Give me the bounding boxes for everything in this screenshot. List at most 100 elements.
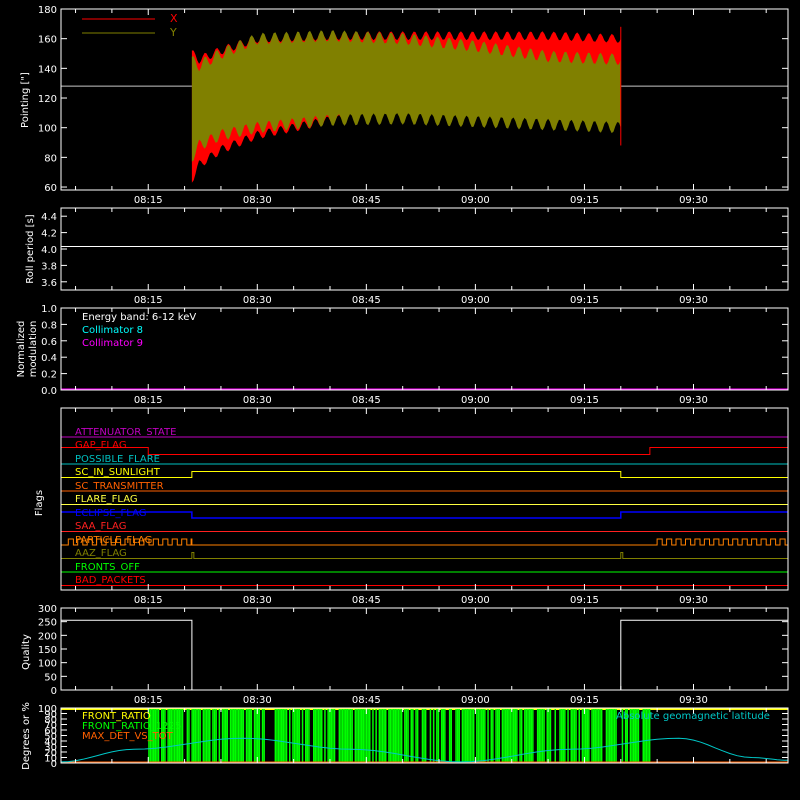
front-ratio-1225-bar (583, 709, 585, 763)
front-ratio-1225-bar (463, 709, 465, 763)
front-ratio-1225-bar (564, 709, 566, 763)
front-ratio-1225-bar (600, 709, 603, 763)
flag-trace (61, 447, 788, 455)
flag-trace (61, 552, 788, 559)
front-ratio-1225-bar (412, 709, 414, 763)
front-ratio-1225-bar (466, 709, 468, 763)
front-ratio-1225-bar (424, 709, 427, 763)
front-ratio-1225-bar (487, 709, 489, 763)
front-ratio-1225-bar (520, 709, 523, 763)
front-ratio-1225-bar (226, 709, 229, 763)
front-ratio-1225-bar (263, 709, 265, 763)
front-ratio-1225-bar (292, 709, 294, 763)
flag-label: POSSIBLE_FLARE (75, 454, 160, 465)
legend-geomag-lat: Absolute geomagnetic latitude (616, 711, 770, 722)
degrees-legend: FRONT_RATIO FRONT_RATIO_1225 MAX_DET_VS_… (82, 711, 770, 742)
geomagnetic-latitude-line (61, 737, 788, 763)
front-ratio-1225-bar (490, 709, 492, 763)
flag-trace (61, 538, 788, 546)
flag-label: ATTENUATOR_STATE (75, 427, 176, 438)
y-tick-label: 0.0 (41, 386, 57, 397)
front-ratio-1225-bar (536, 709, 539, 763)
front-ratio-1225-bar (397, 709, 400, 763)
roll-ylabel: Roll period [s] (25, 214, 36, 283)
front-ratio-1225-bar (365, 709, 368, 763)
time-tick-label: 09:30 (679, 695, 708, 706)
front-ratio-1225-bar (530, 709, 532, 763)
front-ratio-1225-bar (581, 709, 584, 763)
flag-label: PARTICLE_FLAG (75, 535, 152, 546)
front-ratio-1225-bar (399, 709, 401, 763)
y-tick-label: 0.6 (41, 337, 57, 348)
front-ratio-1225-bar (380, 709, 382, 763)
front-ratio-1225-bar (161, 709, 163, 763)
front-ratio-1225-bar (642, 709, 644, 763)
y-tick-label: 30 (44, 743, 57, 754)
flags-plot-area (61, 436, 788, 586)
front-ratio-1225-bar (471, 709, 473, 763)
axis-frame (60, 407, 789, 591)
degrees-ylabel: Degrees or % (21, 702, 32, 770)
front-ratio-1225-bar (501, 709, 504, 763)
front-ratio-1225-bar (479, 709, 481, 763)
front-ratio-1225-bar (559, 709, 561, 763)
degrees-plot-area (61, 708, 788, 763)
pointing-ylabel: Pointing ["] (20, 72, 31, 128)
front-ratio-1225-bar (540, 709, 542, 763)
front-ratio-1225-bar (421, 709, 424, 763)
front-ratio-1225-bar (333, 709, 336, 763)
front-ratio-1225-bar (575, 709, 577, 763)
front-ratio-1225-bar (455, 709, 457, 763)
front-ratio-1225-bar (549, 709, 552, 763)
front-ratio-1225-bar (236, 709, 238, 763)
legend-x-label: X (170, 12, 178, 25)
front-ratio-1225-bar (253, 709, 256, 763)
front-ratio-1225-bar (592, 709, 595, 763)
front-ratio-1225-bar (456, 709, 459, 763)
front-ratio-1225-bar (362, 709, 365, 763)
front-ratio-1225-bar (215, 709, 217, 763)
y-tick-label: 3.6 (41, 278, 57, 289)
y-tick-label: 250 (38, 618, 57, 629)
front-ratio-1225-bar (476, 709, 478, 763)
front-ratio-1225-bar (332, 709, 334, 763)
front-ratio-1225-bar (306, 709, 309, 763)
front-ratio-1225-bar (631, 709, 633, 763)
front-ratio-1225-bar (167, 709, 169, 763)
front-ratio-1225-bar (546, 709, 548, 763)
front-ratio-1225-bar (186, 709, 189, 763)
flag-label: BAD_PACKETS (75, 575, 146, 586)
time-tick-label: 08:45 (352, 295, 381, 306)
front-ratio-1225-bar (442, 709, 444, 763)
front-ratio-1225-bar (394, 709, 396, 763)
flag-trace (61, 471, 788, 478)
front-ratio-1225-bar (636, 709, 638, 763)
time-tick-label: 08:15 (134, 295, 163, 306)
front-ratio-1225-bar (261, 709, 264, 763)
front-ratio-1225-bar (207, 709, 209, 763)
pointing-axes: 08:15 08:30 08:45 09:00 09:15 09:30 60 80 100 120… (38, 5, 789, 206)
y-tick-label: 10 (44, 754, 57, 765)
front-ratio-1225-bar (153, 709, 155, 763)
front-ratio-1225-bar (464, 709, 467, 763)
front-ratio-1225-bar (391, 709, 393, 763)
modulation-panel: 08:15 08:30 08:45 09:00 09:15 09:30 0.0 0.2 0.4 0… (16, 304, 789, 406)
y-tick-label: 180 (38, 5, 57, 16)
time-tick-label: 08:30 (243, 195, 272, 206)
front-ratio-1225-bar (375, 709, 377, 763)
front-ratio-1225-bar (511, 709, 513, 763)
front-ratio-1225-bar (284, 709, 286, 763)
front-ratio-1225-bar (584, 709, 587, 763)
front-ratio-1225-bar (164, 709, 166, 763)
front-ratio-1225-bar (162, 709, 165, 763)
y-tick-label: 80 (44, 715, 57, 726)
front-ratio-1225-bar (458, 709, 460, 763)
front-ratio-1225-bar (250, 709, 253, 763)
front-ratio-1225-bar (516, 709, 518, 763)
y-tick-label: 4.0 (41, 245, 57, 256)
time-tick-label: 09:00 (461, 295, 490, 306)
front-ratio-1225-bar (629, 709, 632, 763)
flag-label: ECLIPSE_FLAG (75, 508, 146, 519)
legend-y-label: Y (169, 26, 177, 39)
